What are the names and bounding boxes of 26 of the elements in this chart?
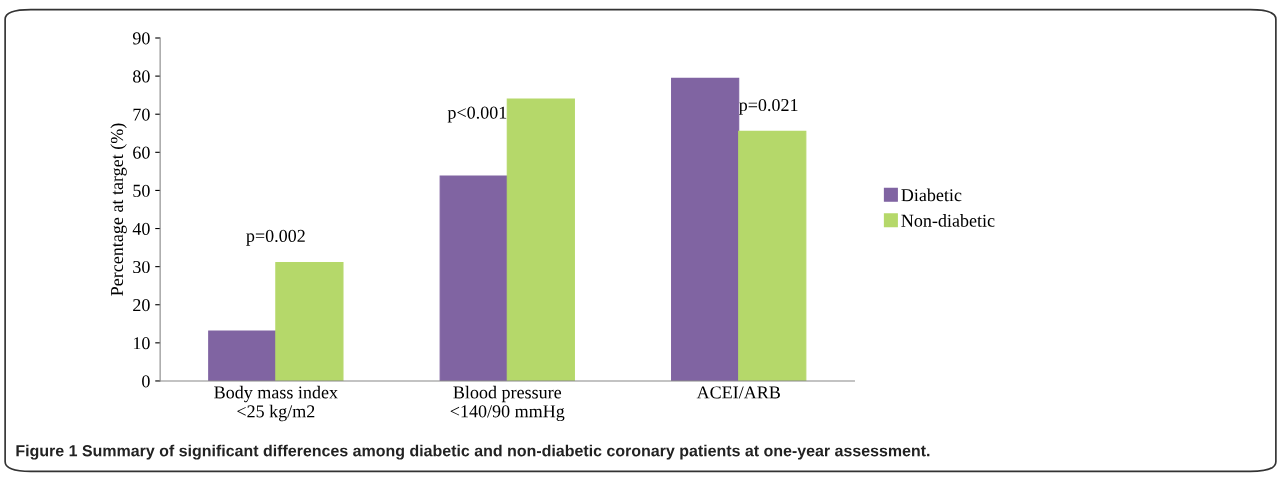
bar	[275, 261, 344, 381]
y-tick-label: 70	[133, 108, 150, 121]
y-tick-label: 60	[133, 146, 150, 159]
bar	[671, 77, 740, 381]
legend-label: Diabetic	[901, 188, 962, 202]
legend-label: Non-diabetic	[901, 214, 995, 227]
bar	[738, 130, 807, 381]
annotation: p<0.001	[447, 106, 507, 123]
y-tick-label: 40	[132, 222, 150, 235]
bar	[506, 98, 575, 381]
caption: Figure 1 Summary of significant differences among diabetic and non-diabetic coronary patients at one-year assessment.	[16, 444, 930, 460]
y-tick-label: 90	[132, 32, 150, 45]
x-tick-label: ACEI/ARB	[696, 386, 780, 399]
y-tick-label: 30	[133, 260, 150, 274]
bar	[439, 175, 508, 381]
y-tick-label: 0	[142, 375, 150, 388]
annotation: p=0.002	[246, 229, 305, 246]
y-tick-label: 20	[133, 299, 150, 312]
bar	[208, 330, 277, 381]
x-tick-label: Body mass index <25 kg/m2	[214, 385, 338, 422]
y-tick-label: 50	[133, 184, 150, 197]
x-tick-label: Blood pressure <140/90 mmHg	[450, 385, 565, 422]
y-tick-label: 80	[133, 70, 150, 83]
y-axis-title: Percentage at target (%)	[110, 123, 127, 296]
y-tick-label: 10	[133, 337, 150, 350]
annotation: p=0.021	[739, 98, 798, 115]
